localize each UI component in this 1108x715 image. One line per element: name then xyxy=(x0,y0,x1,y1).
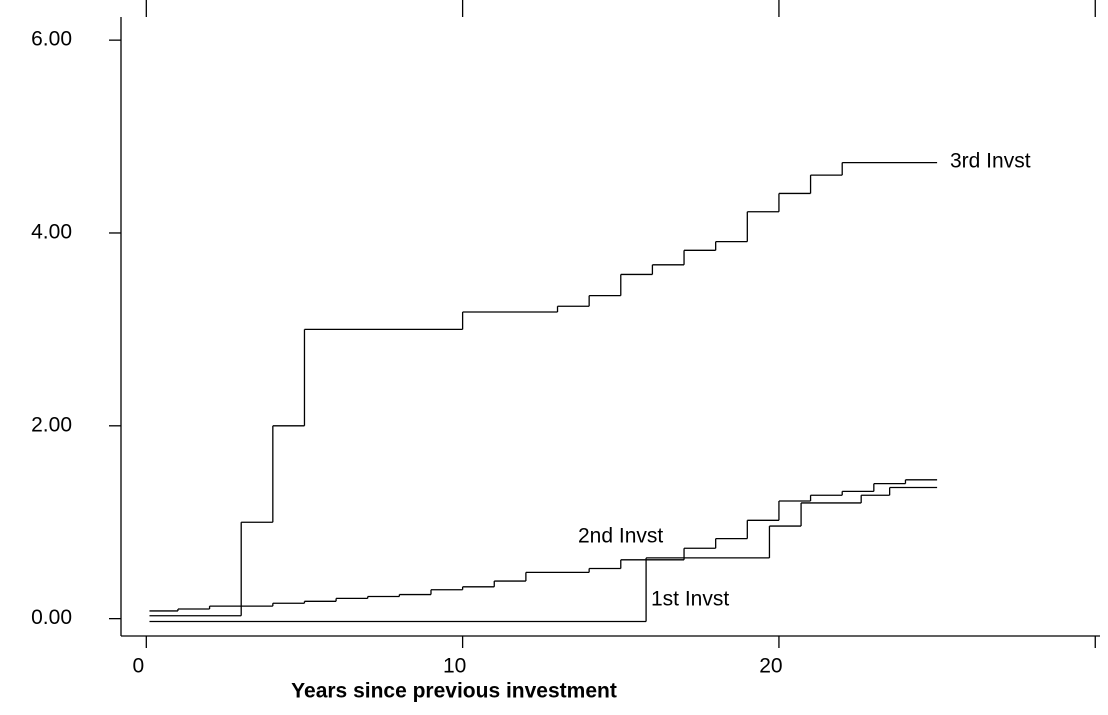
x-tick-label: 20 xyxy=(759,655,782,678)
x-tick-label: 0 xyxy=(132,655,144,678)
y-tick-label: 0.00 xyxy=(31,606,72,629)
x-axis-label: Years since previous investment xyxy=(291,680,617,703)
series-label: 2nd Invst xyxy=(578,525,663,548)
series-label: 3rd Invst xyxy=(950,150,1031,173)
y-tick-label: 2.00 xyxy=(31,413,72,436)
y-tick-label: 6.00 xyxy=(31,28,72,51)
y-tick-label: 4.00 xyxy=(31,221,72,244)
x-tick-label: 10 xyxy=(443,655,466,678)
series-label: 1st Invst xyxy=(651,588,729,611)
